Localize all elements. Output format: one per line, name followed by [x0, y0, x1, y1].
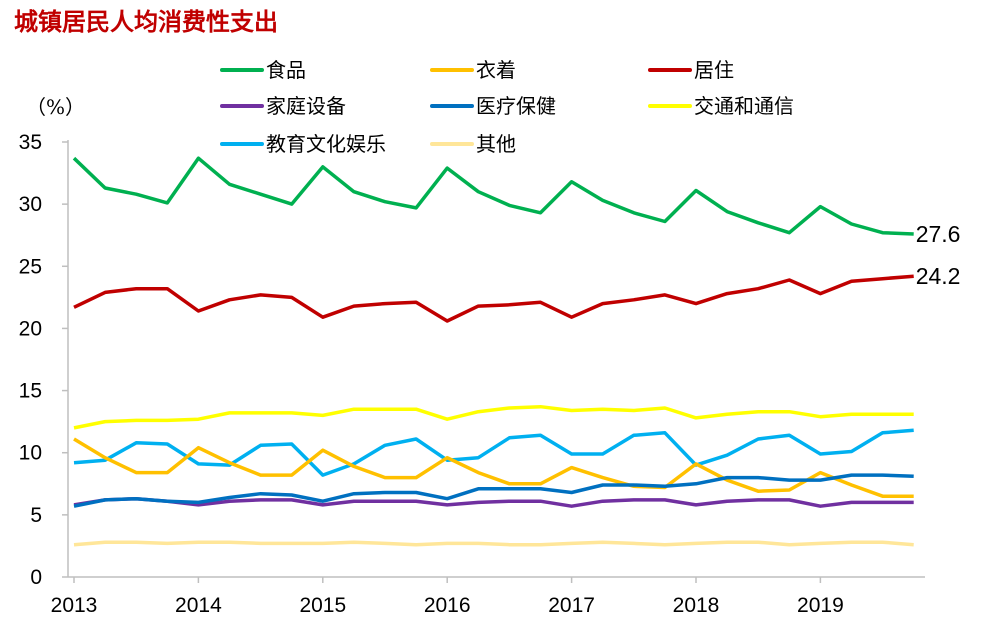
- legend-item: 家庭设备: [220, 94, 346, 118]
- legend-label: 衣着: [476, 58, 516, 82]
- series-line-3: [73, 496, 914, 508]
- series-line-6: [73, 428, 914, 477]
- legend-item: 居住: [648, 58, 734, 82]
- y-tick-label: 5: [30, 504, 42, 527]
- legend-label: 交通和通信: [694, 94, 794, 118]
- x-tick-label: 2018: [673, 594, 720, 617]
- legend-item: 医疗保健: [430, 94, 556, 118]
- legend-item: 其他: [430, 132, 516, 156]
- legend-item: 食品: [220, 58, 306, 82]
- y-tick-label: 10: [19, 442, 42, 465]
- end-labels: 27.6 24.2: [916, 221, 961, 289]
- x-tick-label: 2014: [175, 594, 222, 617]
- legend-label: 家庭设备: [266, 94, 346, 118]
- chart-title: 城镇居民人均消费性支出: [14, 7, 278, 36]
- x-tick-label: 2015: [299, 594, 346, 617]
- series-line-7: [73, 540, 914, 547]
- y-tick-label: 35: [19, 131, 42, 154]
- series-line-1: [73, 437, 914, 498]
- series-line-2: [73, 274, 914, 323]
- legend-item: 衣着: [430, 58, 516, 82]
- y-tick-label: 30: [19, 193, 42, 216]
- x-tick-label: 2016: [424, 594, 471, 617]
- y-tick-label: 20: [19, 317, 42, 340]
- end-value-label: 24.2: [916, 263, 961, 289]
- series-line-5: [73, 404, 914, 430]
- legend-label: 食品: [266, 58, 306, 82]
- x-tick-label: 2013: [51, 594, 98, 617]
- x-tick-label: 2017: [548, 594, 595, 617]
- series-lines: [72, 156, 914, 547]
- y-tick-label: 15: [19, 380, 42, 403]
- x-tick-label: 2019: [797, 594, 844, 617]
- legend-label: 医疗保健: [476, 94, 556, 118]
- end-value-label: 27.6: [916, 221, 961, 247]
- y-axis-unit: （%）: [26, 95, 85, 119]
- axes: 0 5 10 15 20 25 30 35 2013 2014 2015 2016 2017 2018 20…: [19, 131, 925, 617]
- legend-label: 其他: [476, 132, 516, 156]
- y-tick-label: 25: [19, 255, 42, 278]
- legend-label: 居住: [694, 58, 734, 82]
- y-tick-label: 0: [30, 566, 42, 589]
- series-line-0: [72, 156, 914, 236]
- legend-item: 交通和通信: [648, 94, 794, 118]
- legend-item: 教育文化娱乐: [220, 132, 386, 156]
- series-line-4: [73, 473, 914, 508]
- legend-label: 教育文化娱乐: [266, 132, 386, 156]
